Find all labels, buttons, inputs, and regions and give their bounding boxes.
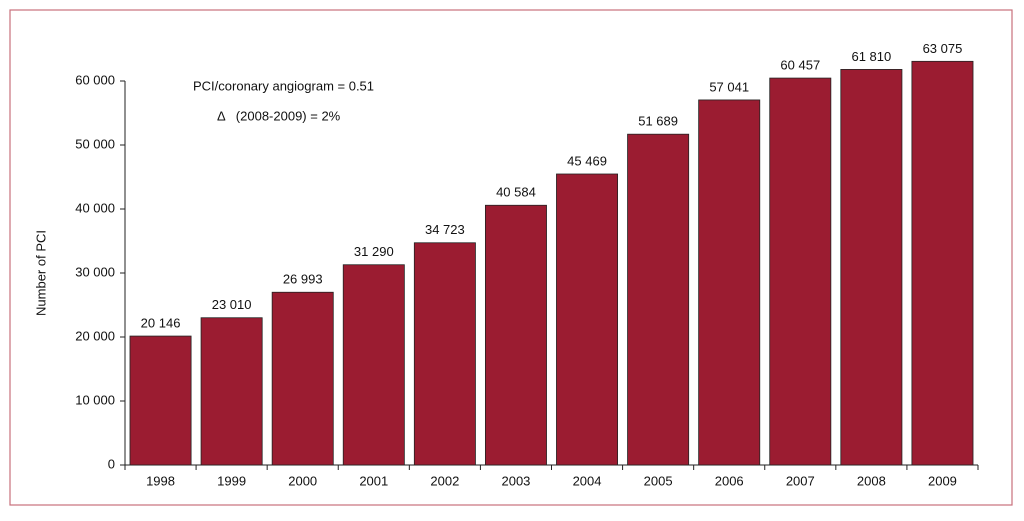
y-tick-label: 10 000: [75, 392, 115, 407]
bar: [484, 204, 547, 466]
value-label: 31 290: [354, 244, 394, 259]
bar: [342, 264, 405, 466]
value-label: 23 010: [212, 297, 252, 312]
bar: [200, 317, 263, 466]
y-tick-label: 30 000: [75, 264, 115, 279]
x-tick-label: 2006: [715, 473, 744, 488]
y-tick-label: 40 000: [75, 200, 115, 215]
bar: [556, 173, 619, 466]
annotation: PCI/coronary angiogram = 0.51: [193, 78, 374, 93]
x-tick-label: 2008: [857, 473, 886, 488]
x-tick-label: 2005: [644, 473, 673, 488]
value-label: 63 075: [923, 41, 963, 56]
value-label: 26 993: [283, 272, 323, 287]
y-axis-label: Number of PCI: [33, 230, 48, 316]
x-tick-label: 2002: [430, 473, 459, 488]
x-tick-label: 1998: [146, 473, 175, 488]
y-tick-label: 60 000: [75, 72, 115, 87]
value-label: 40 584: [496, 185, 536, 200]
annotation: Δ (2008-2009) = 2%: [217, 108, 341, 123]
value-label: 45 469: [567, 153, 607, 168]
x-tick-label: 2001: [359, 473, 388, 488]
value-label: 34 723: [425, 222, 465, 237]
x-tick-label: 1999: [217, 473, 246, 488]
bar: [271, 291, 334, 466]
bar: [627, 133, 690, 466]
value-label: 61 810: [851, 49, 891, 64]
y-tick-label: 50 000: [75, 136, 115, 151]
y-tick-label: 0: [108, 456, 115, 471]
bar: [840, 69, 903, 466]
bar: [413, 242, 476, 466]
bar: [911, 60, 974, 466]
bar: [698, 99, 761, 466]
bar: [129, 335, 192, 466]
x-tick-label: 2003: [501, 473, 530, 488]
value-label: 51 689: [638, 114, 678, 129]
value-label: 20 146: [141, 316, 181, 331]
y-tick-label: 20 000: [75, 328, 115, 343]
x-tick-label: 2009: [928, 473, 957, 488]
value-label: 60 457: [780, 58, 820, 73]
x-tick-label: 2000: [288, 473, 317, 488]
x-tick-label: 2004: [573, 473, 602, 488]
value-label: 57 041: [709, 79, 749, 94]
x-tick-label: 2007: [786, 473, 815, 488]
bar: [769, 77, 832, 466]
frame: [9, 9, 1013, 506]
